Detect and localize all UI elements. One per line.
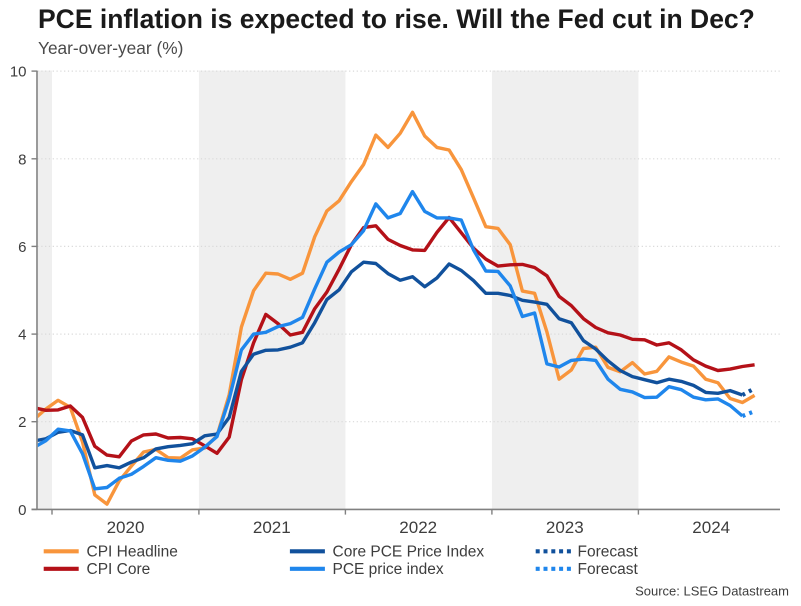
svg-text:4: 4 (18, 327, 26, 344)
svg-text:PCE price index: PCE price index (333, 561, 444, 578)
svg-text:Core PCE Price Index: Core PCE Price Index (333, 544, 485, 561)
svg-text:Source: LSEG Datastream: Source: LSEG Datastream (635, 584, 789, 599)
svg-text:2023: 2023 (546, 518, 584, 537)
svg-text:2022: 2022 (399, 518, 437, 537)
svg-text:6: 6 (18, 239, 26, 256)
svg-text:2024: 2024 (692, 518, 730, 537)
svg-text:Year-over-year (%): Year-over-year (%) (38, 38, 183, 58)
svg-text:CPI Core: CPI Core (87, 561, 151, 578)
svg-text:2021: 2021 (253, 518, 291, 537)
svg-text:PCE inflation is expected to r: PCE inflation is expected to rise. Will … (38, 4, 755, 34)
svg-text:8: 8 (18, 151, 26, 168)
svg-text:2: 2 (18, 414, 26, 431)
svg-text:Forecast: Forecast (578, 561, 639, 578)
svg-text:0: 0 (18, 502, 26, 519)
svg-text:CPI Headline: CPI Headline (87, 544, 178, 561)
svg-text:2020: 2020 (107, 518, 145, 537)
svg-text:Forecast: Forecast (578, 544, 639, 561)
svg-text:10: 10 (10, 64, 27, 81)
